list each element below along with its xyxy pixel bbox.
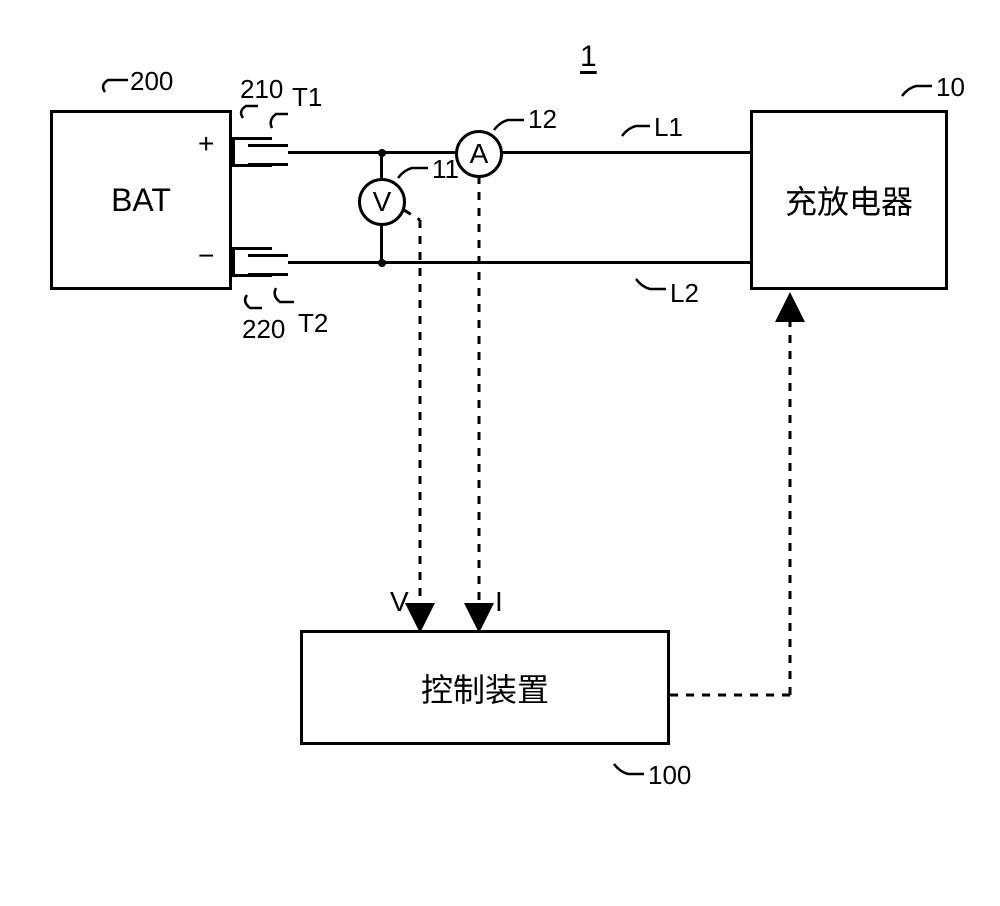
node-dot-top bbox=[378, 149, 386, 157]
controller-box: 控制装置 bbox=[300, 630, 670, 745]
charger-label: 充放电器 bbox=[785, 177, 913, 223]
ref-l1: L1 bbox=[654, 112, 683, 143]
ref-t2: T2 bbox=[298, 308, 328, 339]
ref-voltmeter: 11 bbox=[432, 154, 459, 185]
controller-label: 控制装置 bbox=[421, 665, 549, 711]
ammeter-symbol: A bbox=[470, 138, 489, 170]
terminal-t1-inner bbox=[248, 144, 288, 166]
node-dot-bottom bbox=[378, 259, 386, 267]
voltmeter-bottom-wire bbox=[380, 222, 383, 262]
charger-box: 充放电器 bbox=[750, 110, 948, 290]
ref-controller: 100 bbox=[648, 760, 691, 791]
ref-t1: T1 bbox=[292, 82, 322, 113]
terminal-t2-inner bbox=[248, 254, 288, 276]
battery-label: BAT bbox=[111, 182, 171, 219]
signal-v-label: V bbox=[390, 586, 409, 618]
ref-ammeter: 12 bbox=[528, 104, 557, 135]
ref-battery: 200 bbox=[130, 66, 173, 97]
circuit-diagram: 1 BAT + − 充放电器 控制装置 V A bbox=[0, 0, 1000, 906]
figure-number: 1 bbox=[580, 40, 597, 74]
signal-i-label: I bbox=[495, 586, 503, 618]
ammeter: A bbox=[455, 130, 503, 178]
battery-neg-sign: − bbox=[198, 240, 214, 272]
ref-t1-210: 210 bbox=[240, 74, 283, 105]
wire-l2 bbox=[288, 261, 750, 264]
ref-l2: L2 bbox=[670, 278, 699, 309]
battery-pos-sign: + bbox=[198, 128, 214, 160]
ref-charger: 10 bbox=[936, 72, 965, 103]
ref-t2-220: 220 bbox=[242, 314, 285, 345]
voltmeter-symbol: V bbox=[373, 186, 392, 218]
voltmeter: V bbox=[358, 178, 406, 226]
wire-l1-right bbox=[500, 151, 750, 154]
